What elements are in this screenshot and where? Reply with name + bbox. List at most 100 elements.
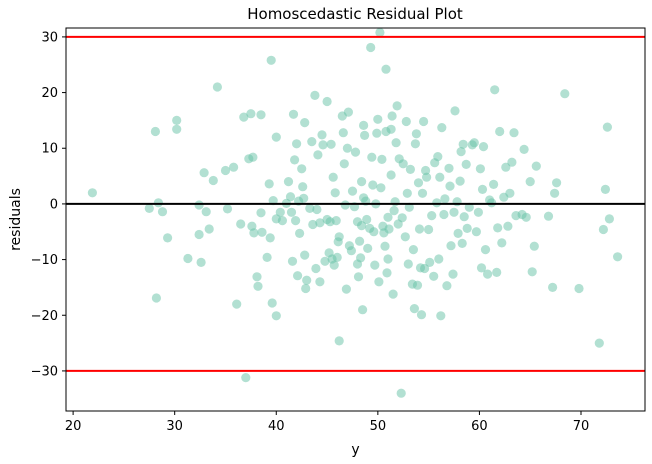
data-point-234 [531, 161, 541, 171]
data-point-96 [342, 143, 352, 153]
data-point-94 [340, 200, 350, 210]
data-point-118 [366, 42, 376, 53]
data-point-31 [253, 281, 263, 291]
data-point-218 [493, 223, 503, 233]
data-point-53 [291, 216, 301, 226]
data-point-116 [363, 243, 373, 253]
data-point-193 [452, 197, 462, 207]
data-point-64 [302, 275, 312, 285]
data-point-169 [419, 116, 429, 127]
data-point-226 [509, 128, 519, 138]
data-point-217 [492, 267, 502, 277]
data-point-215 [489, 179, 499, 189]
data-point-57 [295, 228, 305, 238]
data-point-197 [457, 238, 467, 248]
data-point-83 [328, 172, 338, 182]
data-point-32 [256, 110, 266, 120]
data-point-112 [359, 120, 369, 130]
data-point-59 [298, 182, 308, 192]
data-point-161 [410, 139, 420, 149]
data-point-199 [459, 212, 469, 222]
data-point-29 [249, 228, 259, 238]
y-tick-label-4: 10 [41, 142, 58, 157]
data-point-191 [449, 207, 459, 217]
data-point-187 [444, 163, 454, 173]
data-point-127 [375, 27, 385, 38]
data-point-66 [307, 137, 317, 147]
data-point-48 [285, 192, 296, 202]
data-point-136 [383, 212, 393, 222]
data-point-143 [389, 206, 399, 216]
data-point-17 [212, 82, 222, 92]
y-tick-label-5: 20 [41, 86, 58, 101]
data-point-137 [383, 254, 393, 264]
data-point-18 [220, 165, 231, 176]
reference-lines [66, 35, 645, 372]
plot-frame [65, 27, 646, 412]
data-point-150 [397, 213, 407, 223]
data-point-184 [439, 209, 449, 220]
data-point-182 [436, 311, 446, 321]
data-point-73 [315, 277, 325, 287]
data-point-54 [292, 139, 302, 149]
data-point-24 [241, 373, 251, 383]
data-point-23 [239, 112, 249, 122]
data-point-122 [370, 260, 380, 270]
x-axis-label: y [351, 442, 359, 458]
data-point-15 [204, 224, 214, 234]
data-point-135 [382, 268, 392, 278]
x-tick-label-5: 70 [573, 419, 590, 434]
y-tick-label-3: 0 [50, 197, 58, 212]
x-tick-label-4: 60 [471, 419, 488, 434]
data-point-201 [462, 223, 472, 233]
data-point-126 [374, 277, 384, 287]
data-point-74 [317, 130, 327, 140]
data-point-178 [432, 198, 442, 208]
data-point-5 [157, 207, 168, 217]
data-point-189 [446, 241, 456, 251]
data-point-231 [525, 177, 535, 187]
data-point-7 [172, 124, 182, 134]
data-point-30 [252, 272, 262, 282]
data-point-85 [330, 188, 340, 198]
data-point-52 [290, 155, 300, 165]
data-point-3 [151, 293, 161, 303]
data-point-162 [411, 129, 421, 139]
y-tick-label-0: −30 [31, 364, 58, 379]
data-point-115 [362, 214, 372, 225]
data-point-72 [315, 218, 325, 228]
data-point-65 [305, 203, 315, 213]
data-point-107 [356, 253, 366, 263]
data-point-210 [478, 142, 489, 152]
data-point-67 [308, 219, 318, 230]
data-point-223 [503, 221, 513, 231]
data-point-69 [311, 263, 321, 274]
x-tick-label-3: 50 [370, 419, 387, 434]
data-point-47 [283, 177, 294, 187]
data-point-26 [246, 109, 256, 119]
data-point-1 [144, 203, 154, 213]
data-point-20 [229, 162, 239, 172]
data-point-208 [476, 263, 487, 273]
data-point-86 [331, 216, 341, 226]
data-point-181 [435, 172, 445, 182]
data-point-224 [505, 188, 515, 198]
data-point-108 [357, 177, 367, 187]
data-point-145 [391, 138, 401, 148]
data-point-211 [480, 245, 491, 255]
data-point-8 [172, 115, 182, 125]
data-point-160 [409, 304, 419, 314]
data-point-196 [456, 147, 466, 157]
data-point-9 [183, 253, 193, 264]
data-point-33 [256, 208, 266, 218]
data-point-121 [369, 227, 379, 237]
data-point-236 [548, 282, 558, 292]
x-tick-label-2: 40 [268, 419, 285, 434]
data-point-92 [338, 128, 348, 138]
data-point-6 [163, 233, 173, 243]
data-point-106 [355, 236, 365, 246]
data-point-45 [277, 216, 287, 226]
plot-area [87, 27, 623, 398]
data-point-198 [458, 139, 468, 149]
data-point-78 [322, 96, 332, 107]
